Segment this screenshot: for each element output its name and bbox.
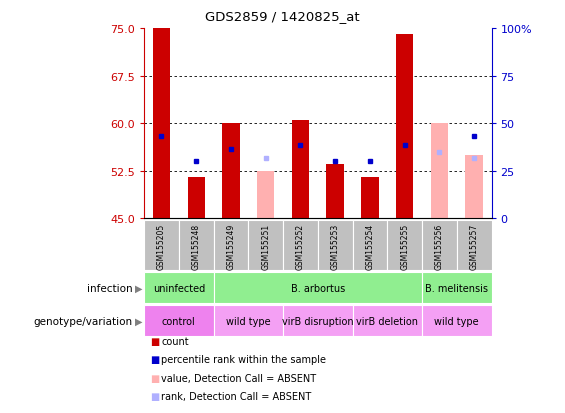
Text: ■: ■ [150, 336, 159, 346]
Text: ■: ■ [150, 392, 159, 401]
Bar [249, 221, 283, 271]
Bar [422, 306, 492, 337]
Bar [396, 35, 414, 219]
Text: GSM155205: GSM155205 [157, 223, 166, 270]
Bar [214, 221, 249, 271]
Bar [466, 156, 483, 219]
Bar [431, 124, 448, 219]
Bar [283, 221, 318, 271]
Bar [214, 306, 283, 337]
Text: count: count [161, 336, 189, 346]
Bar [144, 273, 214, 304]
Text: control: control [162, 316, 195, 326]
Text: GSM155251: GSM155251 [261, 223, 270, 269]
Bar [257, 171, 275, 219]
Bar [222, 124, 240, 219]
Text: wild type: wild type [434, 316, 479, 326]
Bar [327, 165, 344, 219]
Bar [179, 221, 214, 271]
Text: GSM155248: GSM155248 [192, 223, 201, 269]
Bar [283, 306, 353, 337]
Bar [292, 121, 309, 219]
Text: ▶: ▶ [134, 316, 142, 326]
Text: GSM155249: GSM155249 [227, 223, 236, 270]
Text: virB deletion: virB deletion [357, 316, 418, 326]
Text: GSM155256: GSM155256 [435, 223, 444, 270]
Bar [188, 178, 205, 219]
Bar [422, 273, 492, 304]
Bar [353, 221, 388, 271]
Bar [144, 221, 179, 271]
Text: ■: ■ [150, 373, 159, 383]
Text: uninfected: uninfected [153, 283, 205, 293]
Text: percentile rank within the sample: percentile rank within the sample [161, 354, 326, 364]
Bar [361, 178, 379, 219]
Text: GSM155253: GSM155253 [331, 223, 340, 270]
Text: GSM155252: GSM155252 [296, 223, 305, 269]
Text: B. melitensis: B. melitensis [425, 283, 488, 293]
Text: GDS2859 / 1420825_at: GDS2859 / 1420825_at [205, 10, 360, 23]
Text: value, Detection Call = ABSENT: value, Detection Call = ABSENT [161, 373, 316, 383]
Text: ▶: ▶ [134, 283, 142, 293]
Text: wild type: wild type [226, 316, 271, 326]
Bar [388, 221, 422, 271]
Text: virB disruption: virB disruption [282, 316, 354, 326]
Bar [144, 306, 214, 337]
Text: infection: infection [87, 283, 133, 293]
Text: B. arbortus: B. arbortus [290, 283, 345, 293]
Text: GSM155255: GSM155255 [400, 223, 409, 270]
Bar [353, 306, 422, 337]
Bar [214, 273, 422, 304]
Text: genotype/variation: genotype/variation [34, 316, 133, 326]
Bar [318, 221, 353, 271]
Bar [153, 29, 170, 219]
Bar [457, 221, 492, 271]
Text: rank, Detection Call = ABSENT: rank, Detection Call = ABSENT [161, 392, 311, 401]
Bar [422, 221, 457, 271]
Text: GSM155254: GSM155254 [366, 223, 375, 270]
Text: ■: ■ [150, 354, 159, 364]
Text: GSM155257: GSM155257 [470, 223, 479, 270]
